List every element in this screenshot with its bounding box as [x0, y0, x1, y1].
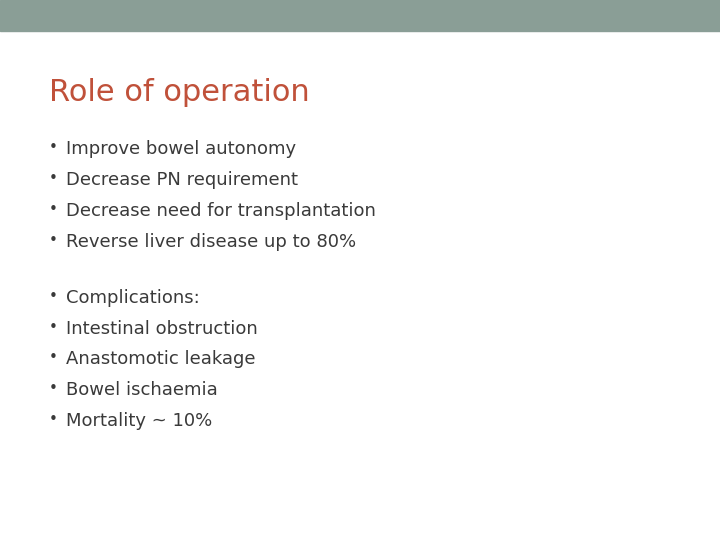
Text: Role of operation: Role of operation: [49, 78, 310, 107]
Text: Anastomotic leakage: Anastomotic leakage: [66, 350, 256, 368]
Bar: [0, 0, 720, 31]
Text: Decrease need for transplantation: Decrease need for transplantation: [66, 202, 376, 220]
Text: Intestinal obstruction: Intestinal obstruction: [66, 320, 258, 338]
Text: Reverse liver disease up to 80%: Reverse liver disease up to 80%: [66, 233, 356, 251]
Text: •: •: [49, 289, 58, 304]
Text: •: •: [49, 381, 58, 396]
Text: •: •: [49, 412, 58, 427]
Text: Complications:: Complications:: [66, 289, 200, 307]
Text: Bowel ischaemia: Bowel ischaemia: [66, 381, 218, 399]
Text: Improve bowel autonomy: Improve bowel autonomy: [66, 140, 297, 158]
Text: •: •: [49, 233, 58, 248]
Text: •: •: [49, 171, 58, 186]
Text: Mortality ~ 10%: Mortality ~ 10%: [66, 412, 212, 430]
Text: Decrease PN requirement: Decrease PN requirement: [66, 171, 298, 189]
Text: •: •: [49, 140, 58, 156]
Text: •: •: [49, 350, 58, 366]
Text: •: •: [49, 320, 58, 335]
Text: •: •: [49, 202, 58, 217]
